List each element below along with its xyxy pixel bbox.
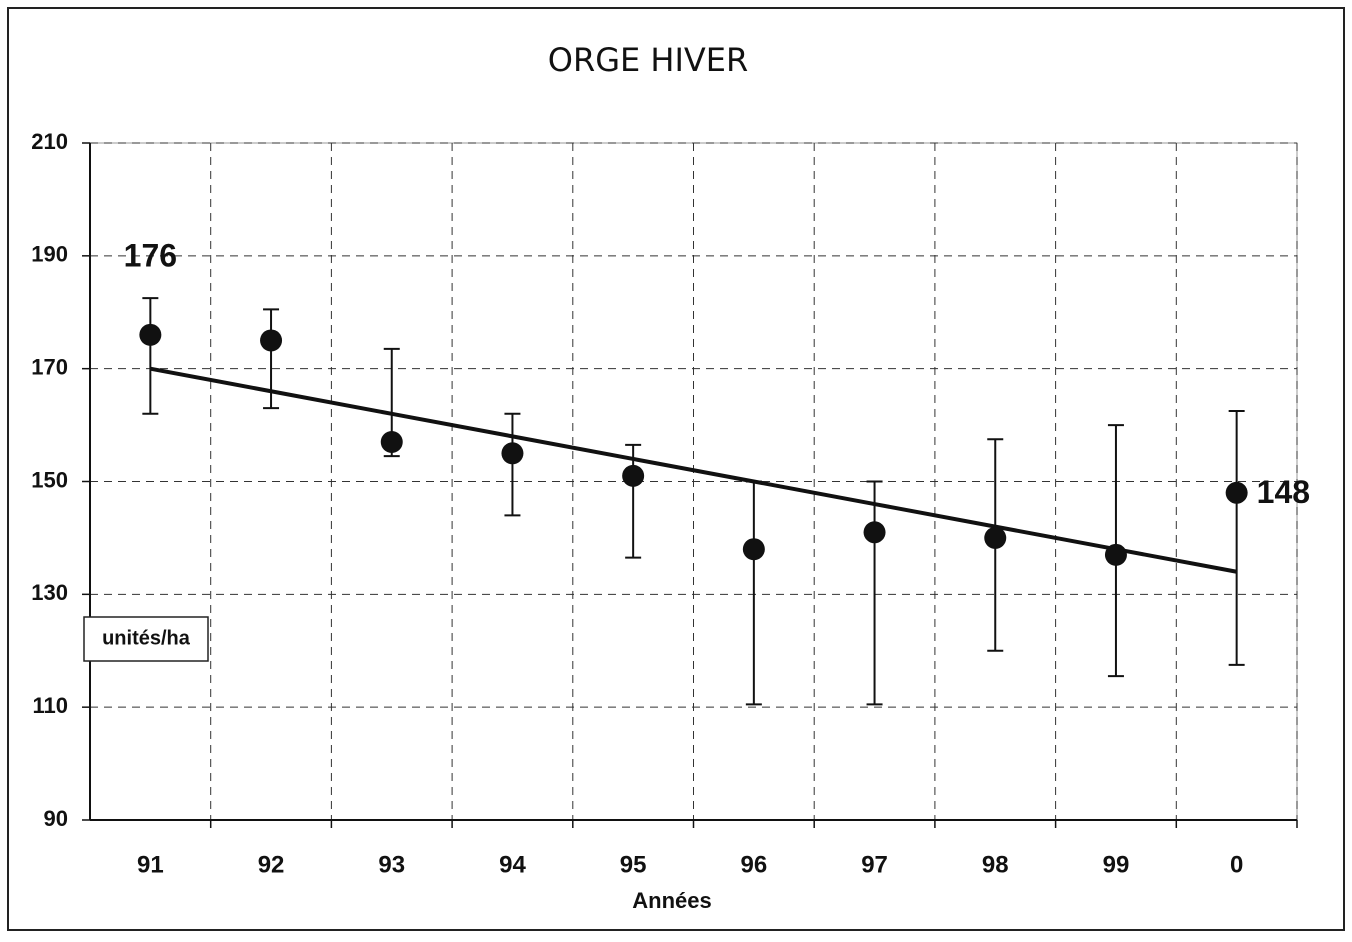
x-tick-label: 93 [378, 851, 405, 878]
data-label: 148 [1257, 474, 1310, 510]
data-point [984, 526, 1007, 549]
x-axis-label: Années [632, 888, 711, 913]
y-tick-label: 130 [31, 580, 68, 605]
data-point [501, 442, 524, 465]
x-tick-label: 98 [982, 851, 1009, 878]
trend-line [149, 366, 1238, 574]
data-point [380, 431, 403, 454]
chart-title: ORGE HIVER [548, 41, 748, 79]
x-tick-label: 95 [620, 851, 647, 878]
y-tick-label: 210 [31, 129, 68, 154]
y-tick-label: 170 [31, 354, 68, 379]
x-tick-label: 96 [740, 851, 767, 878]
data-label: 176 [124, 237, 177, 273]
data-point [260, 329, 283, 352]
y-tick-label: 110 [33, 693, 69, 718]
y-tick-label: 190 [31, 242, 68, 267]
x-tick-label: 99 [1103, 851, 1130, 878]
x-tick-label: 92 [258, 851, 285, 878]
y-tick-label: 90 [44, 806, 68, 831]
y-axis-label-box [83, 616, 209, 662]
x-tick-label: 97 [861, 851, 888, 878]
x-tick-label: 0 [1230, 851, 1243, 878]
data-point [139, 323, 162, 346]
data-point [622, 464, 645, 487]
data-point [1104, 543, 1127, 566]
x-tick-label: 91 [137, 851, 164, 878]
data-point [1225, 481, 1248, 504]
y-tick-label: 150 [31, 467, 68, 492]
y-axis-label: unités/ha [102, 627, 191, 649]
data-point [863, 521, 886, 544]
x-tick-label: 94 [499, 851, 526, 878]
data-point [742, 538, 765, 561]
chart-frame [7, 7, 1345, 931]
